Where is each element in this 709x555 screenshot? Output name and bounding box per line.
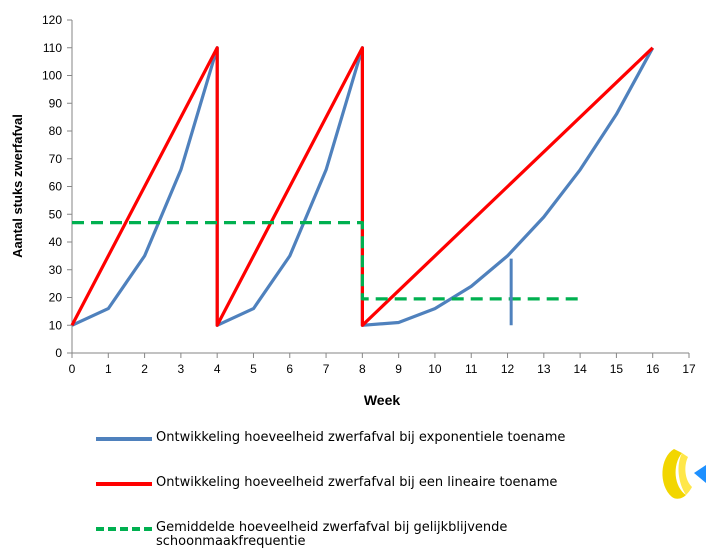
x-tick-label: 14 — [573, 362, 587, 376]
logo-yellow-inner — [678, 453, 692, 495]
y-tick-label: 0 — [55, 346, 62, 360]
y-tick-label: 120 — [42, 13, 62, 27]
x-tick-label: 13 — [537, 362, 551, 376]
y-tick-label: 100 — [42, 69, 62, 83]
y-tick-label: 70 — [49, 152, 63, 166]
x-axis-label: Week — [364, 392, 401, 408]
y-tick-label: 30 — [49, 263, 63, 277]
x-tick-label: 8 — [359, 362, 366, 376]
y-tick-label: 20 — [49, 291, 63, 305]
legend-label-average: Gemiddelde hoeveelheid zwerfafval bij ge… — [156, 520, 508, 549]
x-tick-label: 2 — [141, 362, 148, 376]
x-tick-label: 4 — [214, 362, 221, 376]
x-tick-label: 12 — [501, 362, 515, 376]
y-tick-label: 50 — [49, 207, 63, 221]
y-tick-label: 80 — [49, 124, 63, 138]
series-line-2 — [72, 221, 581, 301]
y-tick-label: 110 — [43, 41, 62, 55]
legend-label-linear: Ontwikkeling hoeveelheid zwerfafval bij … — [156, 475, 558, 490]
x-tick-label: 9 — [395, 362, 402, 376]
x-tick-label: 1 — [105, 362, 112, 376]
x-tick-label: 5 — [250, 362, 257, 376]
x-tick-label: 0 — [69, 362, 76, 376]
legend-swatch-average — [96, 527, 152, 531]
y-tick-label: 10 — [49, 318, 63, 332]
chart-labels: Week Aantal stuks zwerfafval — [10, 114, 400, 408]
x-tick-label: 11 — [465, 362, 478, 376]
chart-series — [70, 46, 655, 327]
x-tick-label: 3 — [178, 362, 185, 376]
x-tick-label: 6 — [286, 362, 293, 376]
logo-blue-accent — [694, 465, 706, 483]
y-axis-label: Aantal stuks zwerfafval — [10, 114, 25, 258]
logo-yellow-swoosh — [662, 449, 686, 499]
y-tick-label: 90 — [49, 96, 63, 110]
brand-logo — [662, 449, 706, 499]
y-tick-label: 60 — [49, 180, 63, 194]
legend-swatch-linear — [96, 482, 152, 486]
y-tick-label: 40 — [49, 235, 63, 249]
series-line-1 — [70, 46, 654, 327]
legend-label-exponential: Ontwikkeling hoeveelheid zwerfafval bij … — [156, 430, 566, 445]
x-tick-label: 10 — [428, 362, 442, 376]
x-tick-label: 15 — [610, 362, 624, 376]
x-tick-label: 17 — [682, 362, 696, 376]
legend-swatch-exponential — [96, 437, 152, 441]
x-tick-label: 16 — [646, 362, 660, 376]
x-tick-label: 7 — [323, 362, 330, 376]
